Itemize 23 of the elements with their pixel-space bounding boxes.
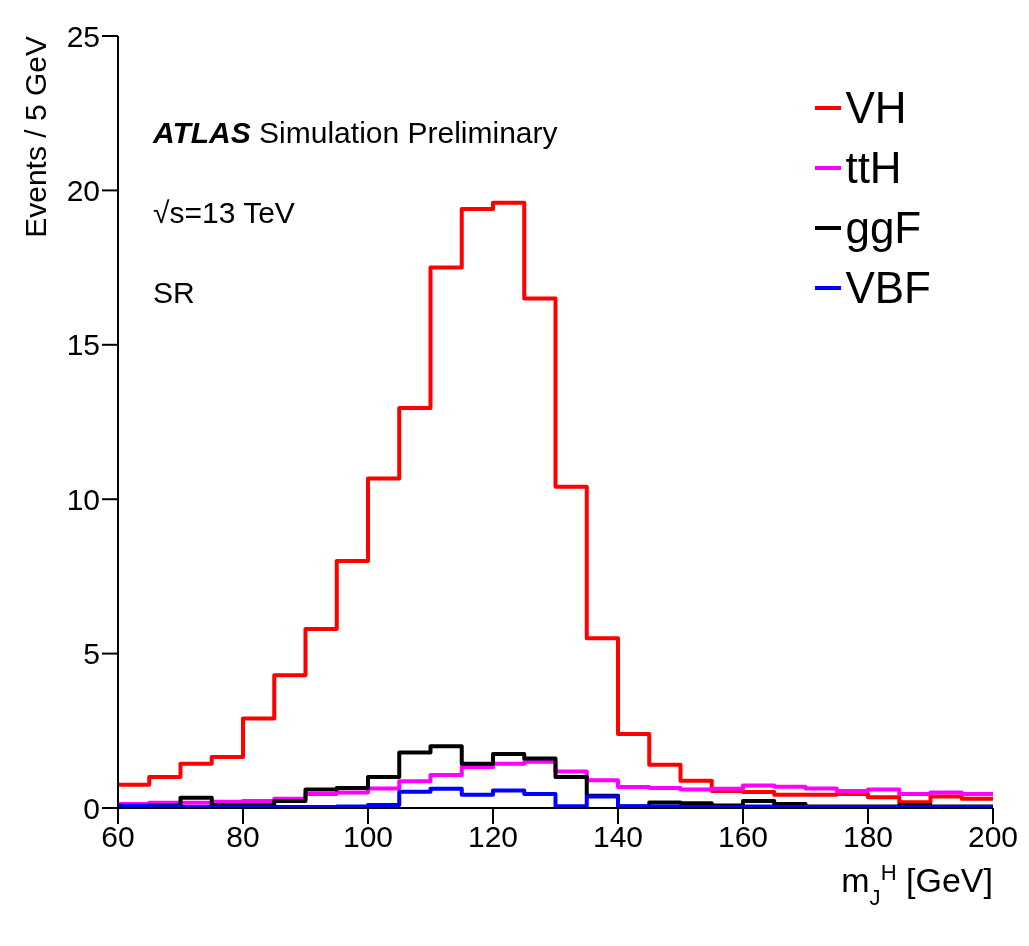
legend-label: VBF — [845, 262, 931, 314]
legend-label: VH — [845, 82, 907, 134]
x-tick-label: 140 — [592, 820, 644, 854]
y-tick-label: 10 — [66, 482, 100, 516]
annotation: √s=13 TeV — [153, 195, 296, 231]
x-tick-label: 180 — [842, 820, 894, 854]
x-tick-label: 160 — [717, 820, 769, 854]
legend-label: ggF — [845, 202, 922, 254]
x-tick-label: 60 — [101, 820, 135, 854]
y-tick-label: 15 — [66, 328, 100, 362]
y-axis-title: Events / 5 GeV — [19, 36, 52, 238]
y-tick-label: 25 — [66, 19, 100, 53]
x-axis-title: m$_{J}$$^{H}$ [GeV] — [841, 859, 993, 910]
x-tick-label: 100 — [342, 820, 394, 854]
x-tick-label: 200 — [967, 820, 1019, 854]
annotation: ATLAS Simulation Preliminary — [153, 115, 558, 151]
x-tick-label: 120 — [467, 820, 519, 854]
x-tick-label: 80 — [226, 820, 260, 854]
y-tick-label: 0 — [83, 791, 100, 825]
annotation: SR — [153, 275, 196, 311]
legend-label: ttH — [845, 142, 902, 194]
y-tick-label: 5 — [83, 637, 100, 671]
y-tick-label: 20 — [66, 174, 100, 208]
